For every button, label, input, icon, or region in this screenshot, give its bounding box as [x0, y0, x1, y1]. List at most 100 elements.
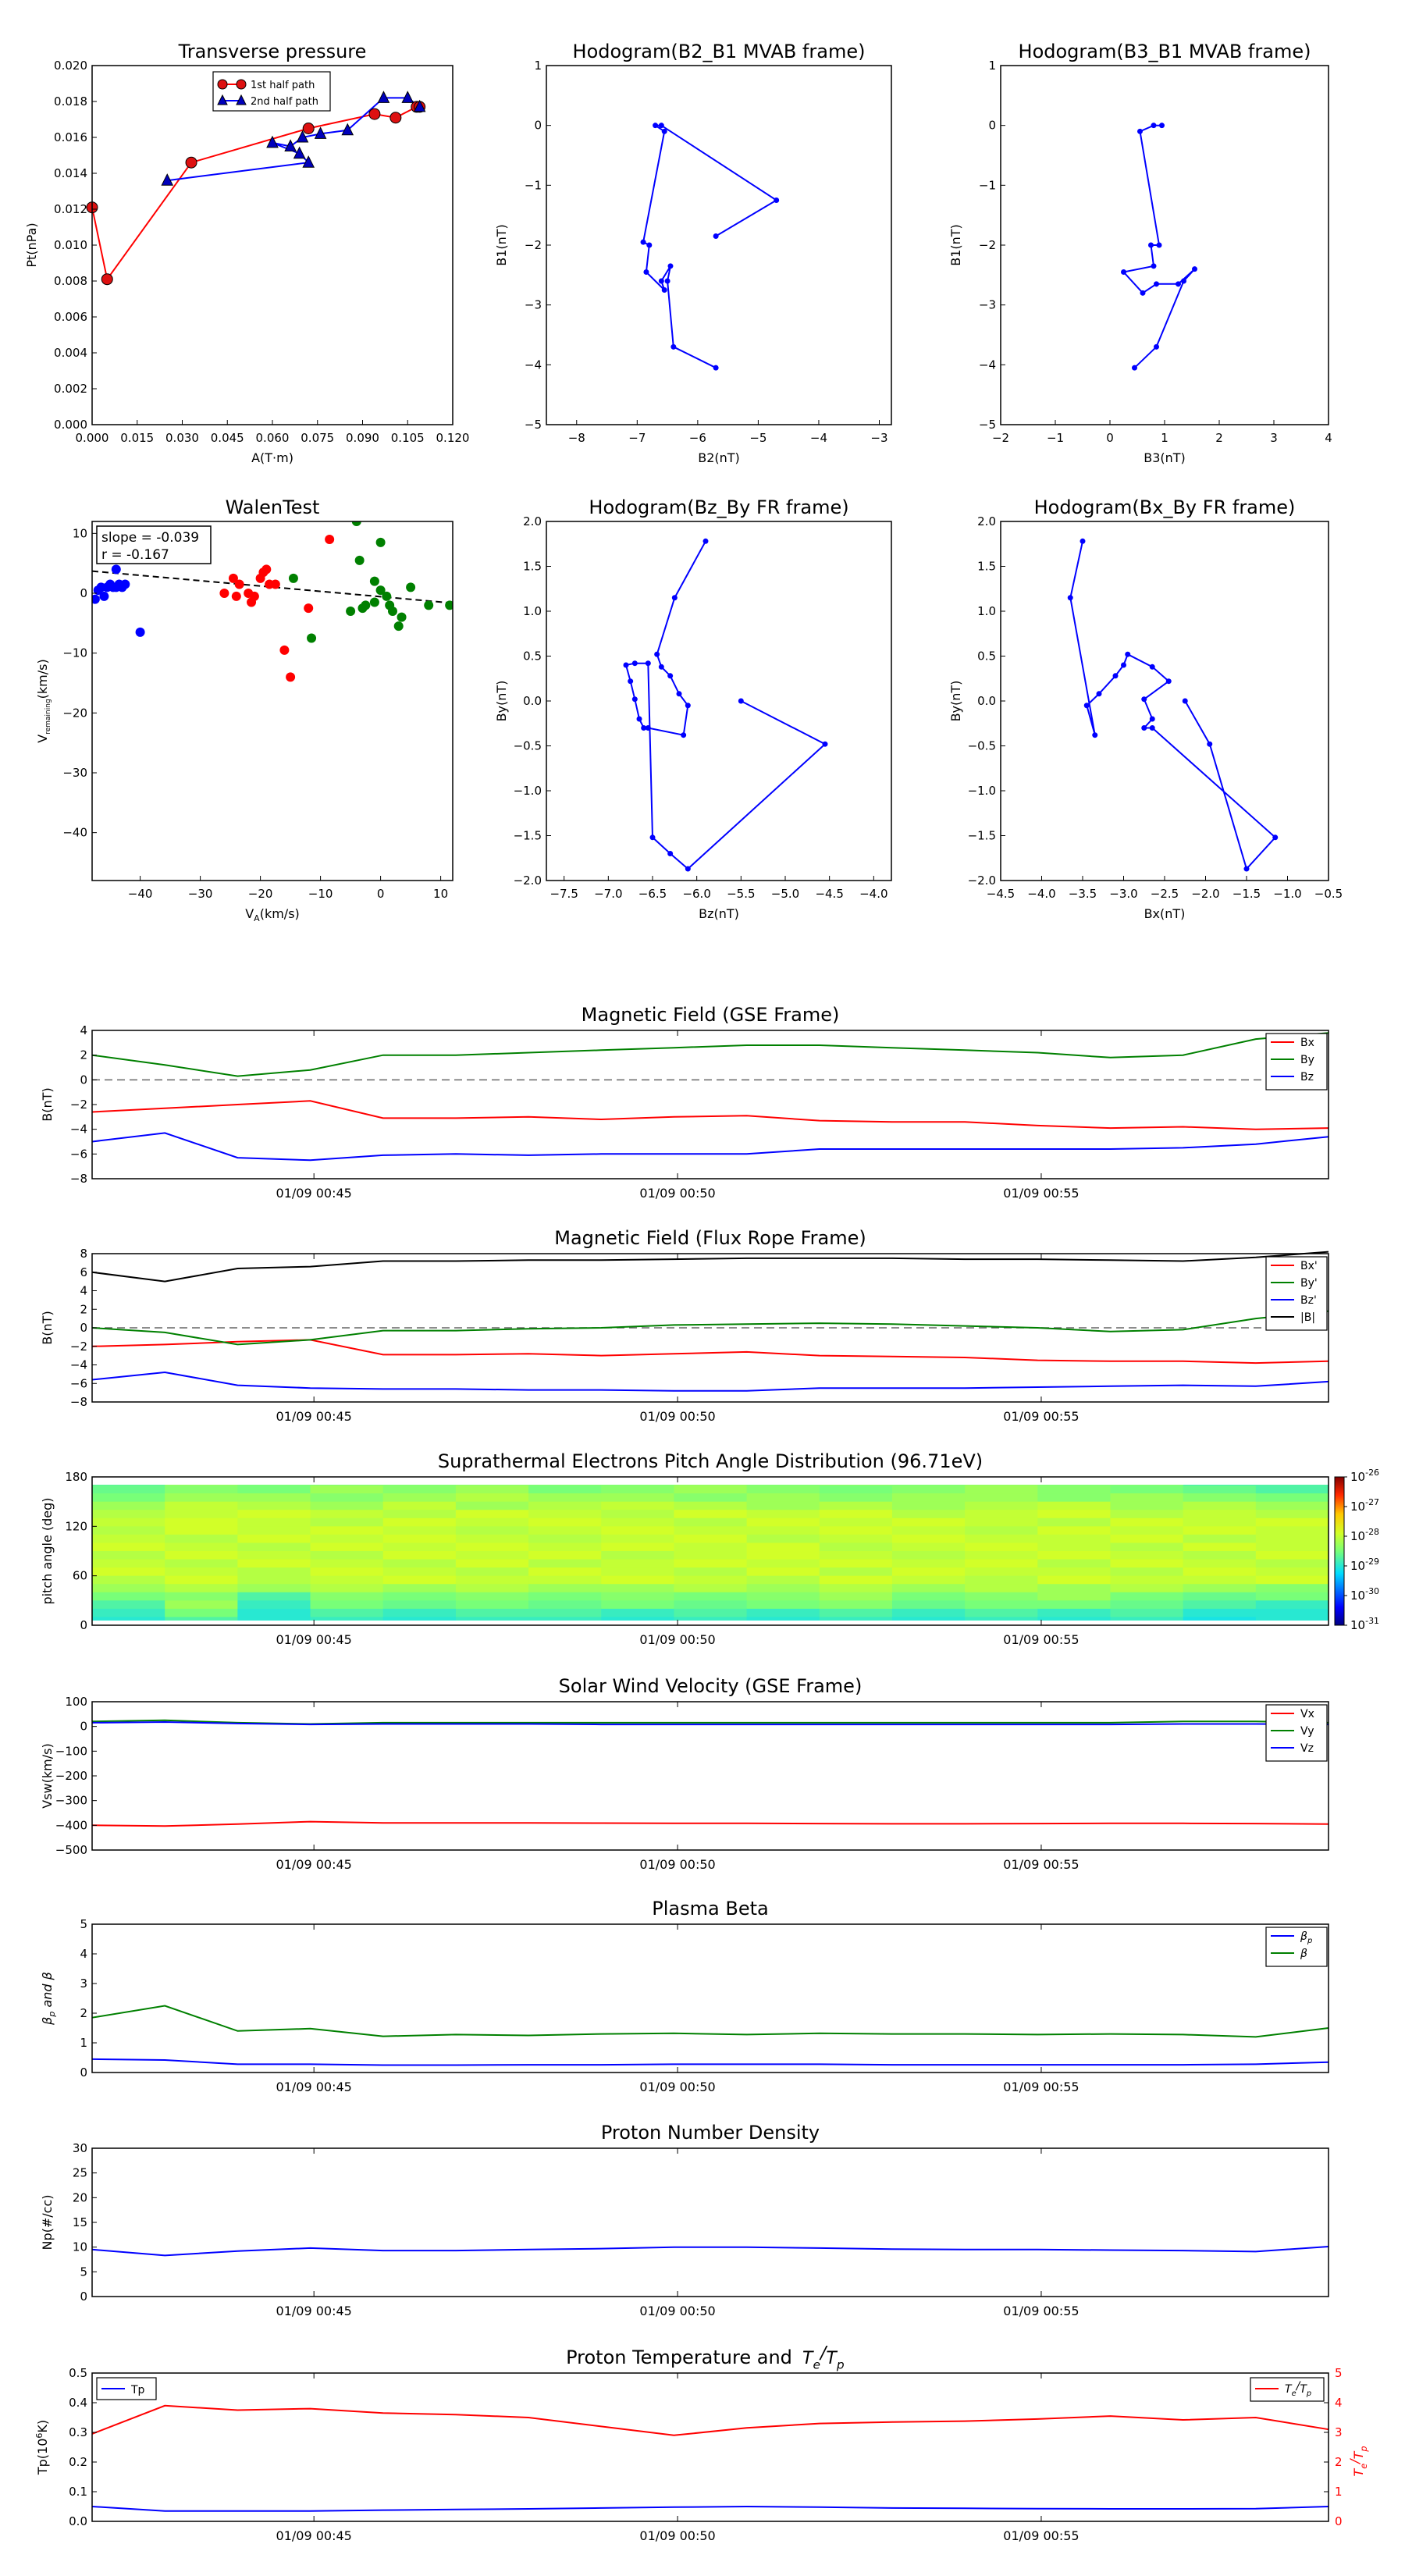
x-tick-label: −4.0 [859, 887, 887, 901]
heatmap-cell [601, 1592, 674, 1601]
heatmap-cell [1037, 1575, 1111, 1585]
hodogram-point [645, 660, 651, 667]
y-right-tick-label: 2 [1335, 2455, 1343, 2469]
x-tick-label: 0.030 [165, 431, 199, 445]
legend-label: Vz [1300, 1742, 1314, 1755]
x-tick-label: −30 [188, 887, 213, 901]
heatmap-cell [1110, 1600, 1184, 1610]
heatmap-cell [92, 1559, 165, 1568]
heatmap-cell [165, 1600, 238, 1610]
hodogram-point [1083, 703, 1090, 709]
legend-marker [236, 79, 247, 90]
heatmap-cell [528, 1526, 602, 1535]
x-tick-label: −3 [870, 431, 887, 445]
heatmap-cell [92, 1501, 165, 1510]
heatmap-cell [1183, 1575, 1257, 1585]
hodogram-point [641, 725, 647, 731]
hodogram-point [1137, 128, 1143, 134]
heatmap-cell [165, 1608, 238, 1617]
y-tick-label: −4 [979, 358, 996, 372]
y-tick-label: 4 [80, 1284, 87, 1298]
hodogram-point [628, 678, 634, 685]
heatmap-cell [528, 1584, 602, 1593]
time-tick-label: 01/09 00:55 [1003, 2304, 1079, 2318]
heatmap-cell [1037, 1534, 1111, 1543]
point-2nd-half [377, 91, 390, 103]
chart-title: Hodogram(B2_B1 MVAB frame) [573, 41, 866, 62]
heatmap-cell [819, 1559, 893, 1568]
heatmap-cell [746, 1493, 820, 1503]
math-part: e [813, 2358, 820, 2372]
hodogram-point [676, 691, 682, 697]
time-tick-label: 01/09 00:50 [639, 1409, 715, 1424]
heatmap-cell [1183, 1608, 1257, 1617]
heatmap-cell [1183, 1501, 1257, 1510]
heatmap-cell [92, 1608, 165, 1617]
y-tick-label: −1 [979, 178, 996, 192]
hodogram-point [1192, 266, 1197, 272]
heatmap-cell [1037, 1517, 1111, 1527]
heatmap-cell [1110, 1526, 1184, 1535]
heatmap-cell [382, 1526, 457, 1535]
legend-marker [217, 94, 228, 105]
y-tick-label: 180 [65, 1470, 87, 1484]
y-tick-label: 0.000 [54, 418, 87, 432]
walen-point [325, 535, 335, 544]
chart-title: Transverse pressure [178, 41, 367, 62]
y-tick-label: 0 [80, 1321, 87, 1335]
series-line-3 [91, 1251, 1329, 1283]
y-tick-label: 0 [80, 1618, 87, 1632]
legend-label: βp [1300, 1930, 1312, 1945]
heatmap-cell [237, 1517, 311, 1527]
heatmap-cell [1110, 1534, 1184, 1543]
hodogram-point [1149, 664, 1155, 670]
heatmap-cell [891, 1584, 966, 1593]
legend-label: Bx' [1300, 1260, 1318, 1272]
heatmap-cell [455, 1517, 529, 1527]
heatmap-cell [746, 1526, 820, 1535]
heatmap-cell [165, 1510, 238, 1519]
y-tick-label: 0 [80, 1073, 87, 1087]
heatmap-cell [1255, 1485, 1329, 1494]
heatmap-cell [1255, 1501, 1329, 1510]
heatmap-cell [455, 1608, 529, 1617]
walen-point [219, 589, 229, 598]
walen-point [351, 521, 361, 526]
label-sub: A [254, 913, 260, 923]
heatmap-cell [165, 1542, 238, 1552]
heatmap-cell [165, 1526, 238, 1535]
series-line-0 [91, 2058, 1329, 2066]
heatmap-cell [601, 1600, 674, 1610]
time-tick-label: 01/09 00:45 [276, 2528, 352, 2543]
label-unit: (km/s) [260, 906, 300, 921]
heatmap-cell [382, 1575, 457, 1585]
heatmap-cell [674, 1534, 748, 1543]
time-tick-label: 01/09 00:50 [639, 1857, 715, 1872]
y-tick-label: −3 [525, 298, 542, 312]
walen-point [92, 594, 100, 604]
heatmap-cell [601, 1551, 674, 1560]
walen-point [304, 603, 314, 614]
point-2nd-half [296, 130, 309, 143]
heatmap-cell [528, 1542, 602, 1552]
y-tick-label: 0.018 [54, 94, 87, 109]
heatmap-cell [92, 1517, 165, 1527]
heatmap-cell [746, 1600, 820, 1610]
y-tick-label: 100 [65, 1695, 87, 1709]
math-part: p [1359, 2446, 1369, 2453]
heatmap-cell [310, 1510, 384, 1519]
heatmap-cell [965, 1559, 1038, 1568]
panel-h3: −7.5 −7.0 −6.5 −6.0 −5.5 −5.0 −4.5 −4.0 −2.0 −1.5… [494, 496, 892, 921]
heatmap-cell [1110, 1493, 1184, 1503]
label-rest: K) [35, 2420, 50, 2433]
hodogram-point [671, 595, 678, 601]
walen-point [111, 564, 121, 575]
heatmap-cell [1183, 1534, 1257, 1543]
y-tick-label: −20 [62, 706, 87, 720]
heatmap-cell [455, 1534, 529, 1543]
y-tick-label: −2 [70, 1098, 87, 1112]
heatmap-cell [674, 1485, 748, 1494]
y-tick-label: 0.2 [69, 2455, 87, 2469]
x-tick-label: −5.5 [727, 887, 755, 901]
heatmap-cell [92, 1510, 165, 1519]
